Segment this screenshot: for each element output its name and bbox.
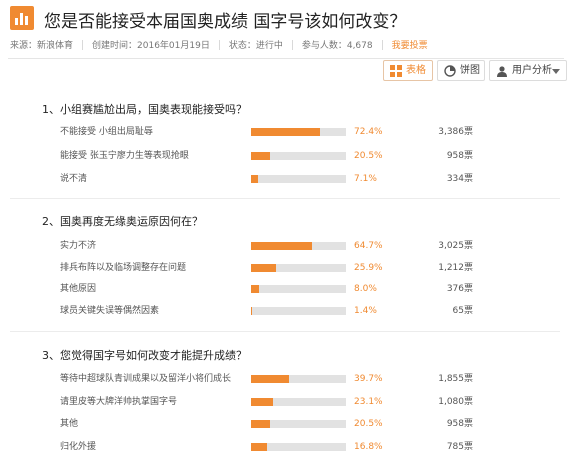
option-votes: 958票	[446, 150, 473, 161]
option-label: 球员关键失误等偶然因素	[60, 305, 160, 316]
option-label: 排兵布阵以及临场调整存在问题	[60, 262, 187, 273]
result-bar-fill	[251, 151, 271, 160]
option-percent: 1.4%	[354, 305, 377, 316]
vote-link[interactable]: 我要投票	[391, 41, 428, 51]
option-row: 其他 20.5% 958票	[0, 417, 570, 431]
option-row: 球员关键失误等偶然因素 1.4% 65票	[0, 304, 570, 318]
option-votes: 65票	[452, 305, 473, 316]
result-bar-track	[251, 242, 346, 250]
tab-table[interactable]: 表格	[383, 60, 433, 81]
option-votes: 376票	[446, 284, 473, 294]
tab-user-analysis-label: 用户分析	[512, 65, 552, 76]
option-percent: 8.0%	[354, 284, 377, 294]
option-votes: 334票	[446, 174, 473, 184]
option-percent: 7.1%	[354, 174, 377, 184]
option-label: 说不清	[60, 174, 88, 184]
result-bar-fill	[251, 375, 289, 383]
result-bar-track	[251, 397, 346, 406]
result-bar-fill	[251, 242, 313, 250]
option-votes: 1,212票	[438, 262, 473, 273]
tab-user-analysis[interactable]: 用户分析	[489, 60, 567, 81]
option-votes: 958票	[446, 419, 473, 429]
poll-meta: 来源：新浪体育 创建时间：2016年01月19日 状态：进行中 参与人数：4,678 我…	[10, 38, 428, 52]
result-bar-fill	[251, 285, 259, 293]
option-votes: 3,025票	[438, 241, 473, 251]
source-text: 来源：新浪体育	[10, 41, 74, 51]
chevron-down-icon	[552, 69, 560, 74]
option-label: 能接受 张玉宁廖力生等表现抢眼	[60, 150, 189, 161]
option-row: 能接受 张玉宁廖力生等表现抢眼 20.5% 958票	[0, 149, 570, 163]
result-bar-track	[251, 175, 346, 183]
option-row: 排兵布阵以及临场调整存在问题 25.9% 1,212票	[0, 261, 570, 275]
option-label: 不能接受 小组出局耻辱	[60, 127, 153, 137]
option-label: 实力不济	[60, 241, 97, 251]
option-percent: 20.5%	[354, 150, 383, 161]
option-label: 其他	[60, 419, 79, 429]
meta-divider	[218, 40, 220, 50]
question-title: 3、您觉得国字号如何改变才能提升成绩？	[42, 349, 247, 362]
created-date: 创建时间：2016年01月19日	[92, 41, 210, 51]
result-bar-fill	[251, 306, 253, 315]
option-label: 请里皮等大牌洋帅执掌国字号	[60, 396, 178, 407]
result-bar-fill	[251, 442, 267, 451]
question-title: 2、国奥再度无缘奥运原因何在？	[42, 215, 203, 228]
question-title: 1、小组赛尴尬出局，国奥表现能接受吗？	[42, 103, 247, 116]
option-row: 等待中超球队青训成果以及留洋小将们成长 39.7% 1,855票	[0, 372, 570, 386]
option-percent: 64.7%	[354, 241, 383, 251]
option-votes: 3,386票	[438, 127, 473, 137]
result-bar-fill	[251, 175, 258, 183]
result-bar-fill	[251, 263, 276, 272]
result-bar-track	[251, 263, 346, 272]
option-percent: 25.9%	[354, 262, 383, 273]
tab-pie[interactable]: 饼图	[437, 60, 485, 81]
poll-title: 您是否能接受本届国奥成绩 国字号该如何改变？	[44, 12, 407, 32]
pie-chart-icon	[444, 65, 456, 77]
grid-icon	[390, 65, 402, 77]
result-bar-track	[251, 128, 346, 136]
option-label: 等待中超球队青训成果以及留洋小将们成长	[60, 374, 232, 384]
result-bar-track	[251, 420, 346, 428]
option-votes: 1,080票	[438, 396, 473, 407]
result-bar-track	[251, 375, 346, 383]
option-row: 其他原因 8.0% 376票	[0, 282, 570, 296]
meta-divider	[381, 40, 383, 50]
option-label: 归化外援	[60, 441, 97, 452]
section-divider	[10, 331, 560, 332]
result-bar-fill	[251, 397, 273, 406]
result-bar-fill	[251, 420, 271, 428]
option-row: 实力不济 64.7% 3,025票	[0, 239, 570, 253]
option-percent: 20.5%	[354, 419, 383, 429]
header-divider	[8, 58, 564, 59]
result-bar-track	[251, 306, 346, 315]
option-votes: 1,855票	[438, 374, 473, 384]
participant-count: 参与人数：4,678	[301, 41, 373, 51]
option-label: 其他原因	[60, 284, 97, 294]
option-row: 不能接受 小组出局耻辱 72.4% 3,386票	[0, 125, 570, 139]
meta-divider	[291, 40, 293, 50]
tab-pie-label: 饼图	[460, 65, 480, 76]
result-bar-fill	[251, 128, 320, 136]
option-percent: 39.7%	[354, 374, 383, 384]
meta-divider	[82, 40, 84, 50]
user-icon	[497, 66, 507, 77]
poll-status: 状态：进行中	[228, 41, 283, 51]
option-votes: 785票	[446, 441, 473, 452]
option-percent: 16.8%	[354, 441, 383, 452]
option-percent: 23.1%	[354, 396, 383, 407]
option-row: 说不清 7.1% 334票	[0, 172, 570, 186]
result-bar-track	[251, 442, 346, 451]
option-row: 归化外援 16.8% 785票	[0, 440, 570, 454]
poll-header: 您是否能接受本届国奥成绩 国字号该如何改变？	[10, 6, 560, 32]
section-divider	[10, 198, 560, 199]
option-row: 请里皮等大牌洋帅执掌国字号 23.1% 1,080票	[0, 395, 570, 409]
result-bar-track	[251, 151, 346, 160]
bar-chart-icon	[10, 6, 34, 30]
result-bar-track	[251, 285, 346, 293]
tab-table-label: 表格	[406, 65, 426, 76]
option-percent: 72.4%	[354, 127, 383, 137]
